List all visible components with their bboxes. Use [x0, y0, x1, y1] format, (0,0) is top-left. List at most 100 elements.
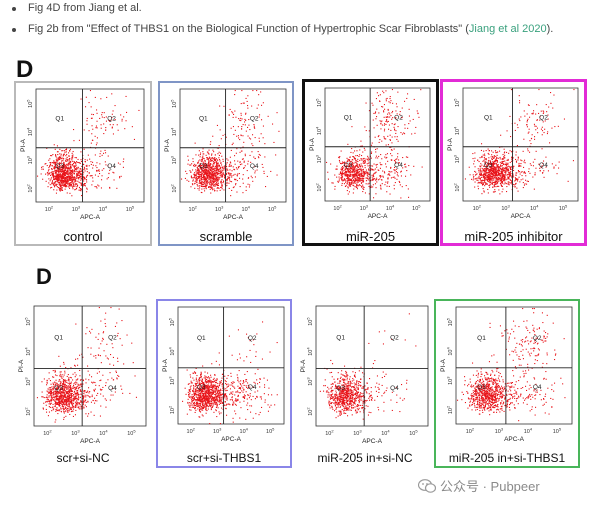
y-tick-label: 103 — [453, 154, 462, 163]
x-tick-label: 103 — [72, 205, 81, 214]
x-tick-label: 105 — [412, 204, 421, 213]
scatter-plot: Q1 Q2 Q3 Q4 102 103 104 105 102 103 104 105 APC-A PI-… — [447, 87, 579, 220]
x-tick-label: 104 — [242, 205, 251, 214]
quadrant-label: Q2 — [248, 335, 257, 342]
y-tick-label: 104 — [24, 347, 33, 356]
citation-link[interactable]: Jiang et al 2020 — [468, 23, 547, 35]
x-axis-label: APC-A — [80, 214, 101, 221]
quadrant-label: Q2 — [108, 335, 117, 342]
plot-frame — [33, 305, 147, 427]
y-tick-label: 103 — [24, 377, 33, 386]
quadrant-label: Q3 — [55, 163, 64, 170]
quadrant-label: Q3 — [54, 385, 63, 392]
quadrant-label: Q1 — [484, 115, 493, 122]
flow-panel: Q1 Q2 Q3 Q4 102 103 104 105 102 103 104 105 APC-A PI-… — [434, 299, 580, 468]
y-tick-label: 104 — [168, 347, 177, 356]
plot-frame — [177, 306, 285, 425]
x-tick-label: 104 — [530, 204, 539, 213]
x-tick-label: 105 — [127, 429, 136, 438]
cell-events — [464, 89, 575, 195]
cell-events — [457, 308, 566, 422]
quadrant-label: Q3 — [477, 384, 486, 391]
bullet-dot-icon — [12, 7, 16, 11]
flow-panel: Q1 Q2 Q3 Q4 102 103 104 105 102 103 104 105 APC-A PI-… — [302, 79, 439, 246]
panel-caption: control — [63, 229, 103, 244]
cell-events — [37, 90, 140, 197]
x-tick-label: 104 — [524, 427, 533, 436]
plot-frame — [324, 87, 431, 202]
x-tick-label: 102 — [473, 204, 482, 213]
x-axis-label: APC-A — [80, 438, 101, 445]
cell-events — [181, 90, 280, 197]
panel-caption: scramble — [199, 229, 253, 244]
x-tick-label: 103 — [213, 427, 222, 436]
y-axis-label: PI-A — [300, 359, 307, 372]
x-tick-label: 102 — [189, 205, 198, 214]
quadrant-label: Q4 — [248, 384, 257, 391]
scatter-plot: Q1 Q2 Q3 Q4 102 103 104 105 102 103 104 105 APC-A PI-… — [440, 306, 573, 443]
x-tick-label: 102 — [325, 429, 334, 438]
wechat-icon — [418, 479, 436, 493]
x-tick-label: 103 — [501, 204, 510, 213]
x-tick-label: 104 — [240, 427, 249, 436]
x-tick-label: 102 — [333, 204, 342, 213]
x-axis-label: APC-A — [368, 213, 389, 220]
y-tick-label: 103 — [306, 377, 315, 386]
scatter-plot: Q1 Q2 Q3 Q4 102 103 104 105 102 103 104 105 APC-A PI-… — [309, 87, 431, 220]
x-axis-label: APC-A — [362, 438, 383, 445]
quadrant-label: Q3 — [336, 385, 345, 392]
quadrant-label: Q2 — [107, 116, 116, 123]
y-tick-label: 103 — [26, 155, 35, 164]
y-tick-label: 105 — [453, 98, 462, 107]
note-text-before: Fig 2b from "Effect of THBS1 on the Biol… — [28, 23, 469, 35]
quadrant-label: Q2 — [390, 335, 399, 342]
y-axis-label: PI-A — [309, 138, 316, 151]
x-tick-label: 105 — [553, 427, 562, 436]
y-tick-label: 102 — [315, 182, 324, 191]
quadrant-label: Q1 — [477, 335, 486, 342]
y-tick-label: 103 — [170, 155, 179, 164]
y-tick-label: 105 — [170, 99, 179, 108]
flow-panel: Q1 Q2 Q3 Q4 102 103 104 105 102 103 104 105 APC-A PI-… — [296, 300, 434, 468]
quadrant-label: Q1 — [54, 335, 63, 342]
y-tick-label: 105 — [24, 317, 33, 326]
y-tick-label: 103 — [168, 376, 177, 385]
bullet-dot-icon — [12, 28, 16, 32]
y-tick-label: 105 — [446, 317, 455, 326]
y-axis-label: PI-A — [162, 359, 169, 372]
y-tick-label: 104 — [26, 127, 35, 136]
y-axis-label: PI-A — [18, 359, 25, 372]
plot-frame — [179, 88, 287, 203]
panel-caption: miR-205 in+si-THBS1 — [448, 451, 566, 465]
y-tick-label: 104 — [315, 126, 324, 135]
cell-events — [36, 307, 137, 423]
note-text: Fig 4D from Jiang et al. — [28, 2, 142, 14]
note-text-after: ). — [546, 23, 554, 35]
flow-panel: Q1 Q2 Q3 Q4 102 103 104 105 102 103 104 105 APC-A PI-… — [158, 81, 294, 246]
y-tick-label: 102 — [446, 405, 455, 414]
quadrant-label: Q1 — [336, 335, 345, 342]
x-axis-label: APC-A — [223, 214, 244, 221]
scatter-plot: Q1 Q2 Q3 Q4 102 103 104 105 102 103 104 105 APC-A PI-… — [164, 88, 287, 221]
y-tick-label: 102 — [306, 407, 315, 416]
x-tick-label: 103 — [495, 427, 504, 436]
quadrant-label: Q3 — [197, 384, 206, 391]
x-tick-label: 105 — [409, 429, 418, 438]
quadrant-label: Q4 — [533, 384, 542, 391]
x-tick-label: 103 — [353, 429, 362, 438]
flow-panel: Q1 Q2 Q3 Q4 102 103 104 105 102 103 104 105 APC-A PI-… — [156, 299, 292, 468]
panel-caption: scr+si-THBS1 — [186, 451, 262, 465]
quadrant-label: Q4 — [108, 385, 117, 392]
y-tick-label: 103 — [446, 376, 455, 385]
x-tick-label: 102 — [45, 205, 54, 214]
x-tick-label: 104 — [99, 205, 108, 214]
scatter-plot: Q1 Q2 Q3 Q4 102 103 104 105 102 103 104 105 APC-A PI-… — [300, 305, 429, 445]
x-tick-label: 105 — [266, 427, 275, 436]
quadrant-label: Q2 — [394, 115, 403, 122]
plot-frame — [35, 88, 145, 203]
quadrant-label: Q3 — [484, 162, 493, 169]
x-tick-label: 102 — [43, 429, 52, 438]
x-tick-label: 104 — [99, 429, 108, 438]
scatter-plot: Q1 Q2 Q3 Q4 102 103 104 105 102 103 104 105 APC-A PI-… — [162, 306, 285, 443]
plot-frame — [315, 305, 429, 427]
